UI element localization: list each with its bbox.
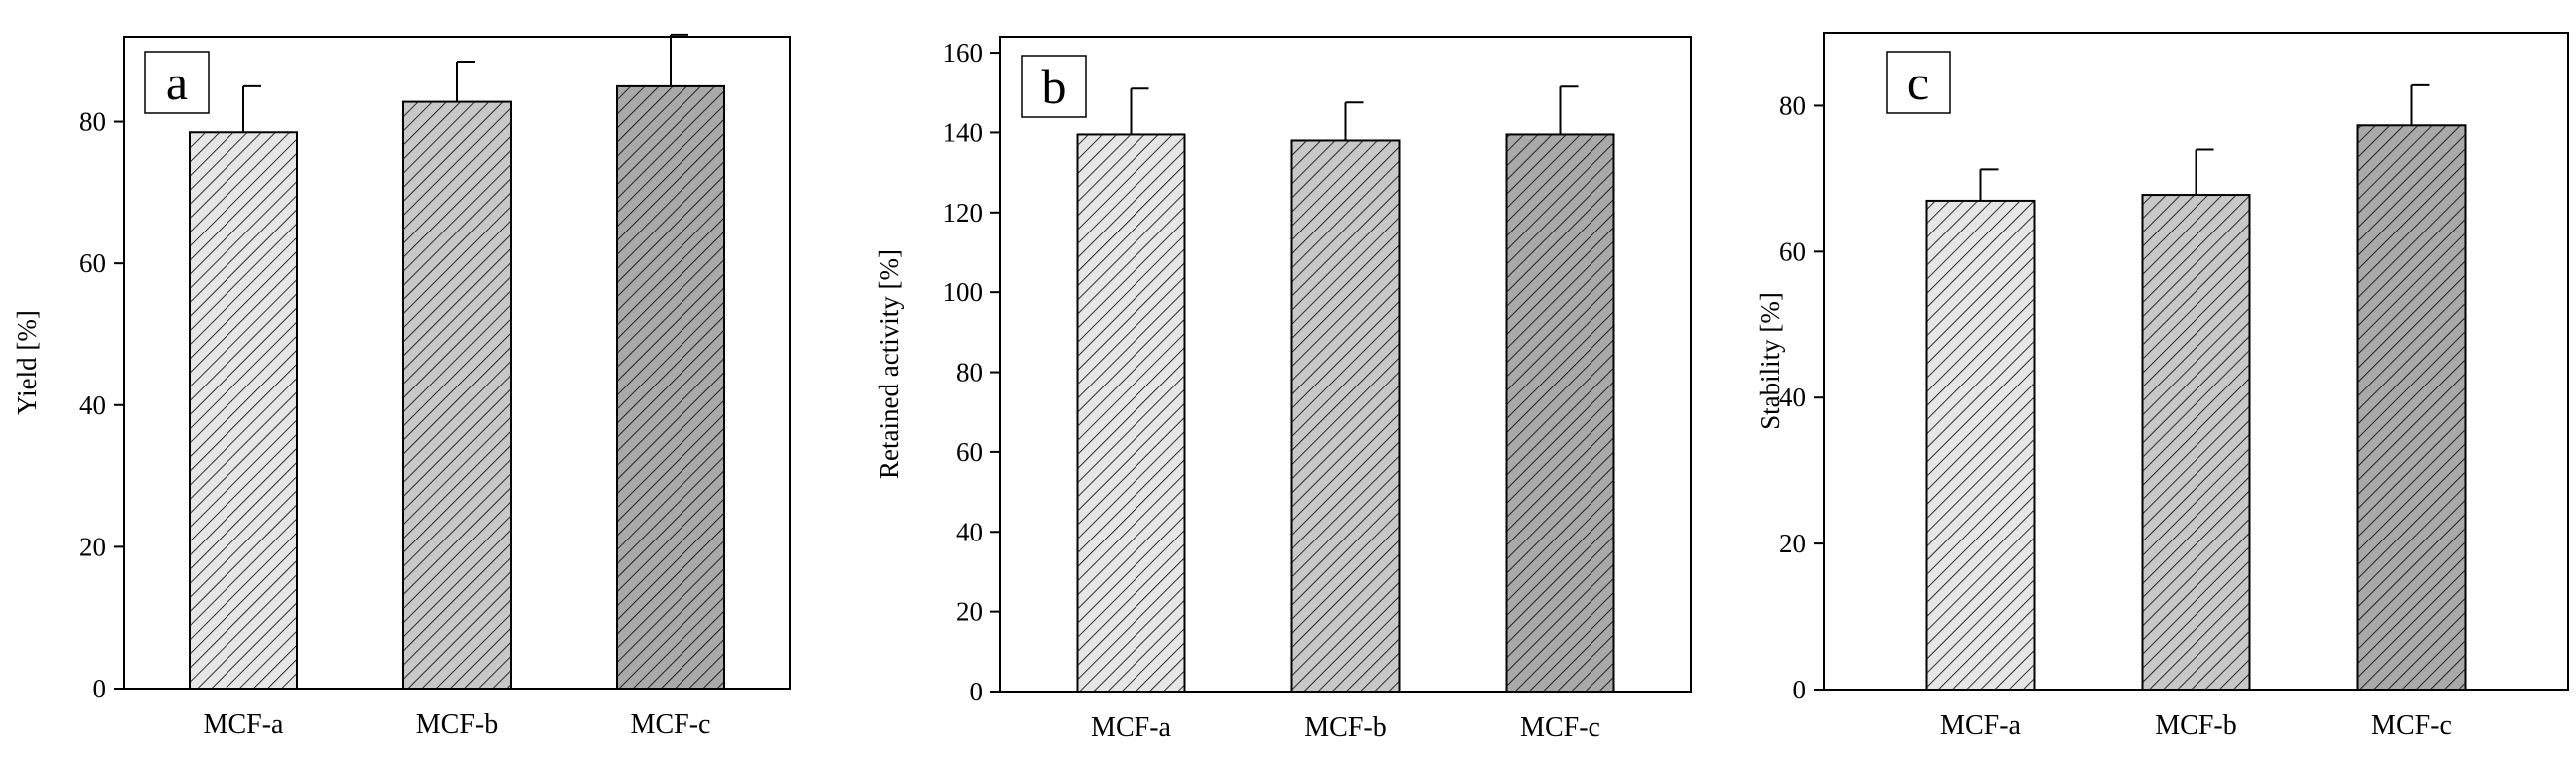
y-tick-label: 40 (956, 517, 983, 546)
y-tick-label: 80 (79, 107, 106, 137)
x-tick-label: MCF-c (2371, 710, 2452, 741)
y-tick-label: 20 (956, 597, 983, 627)
bar-mcf-c (2356, 124, 2467, 692)
y-tick-label: 40 (1779, 383, 1806, 412)
panel-label-box (1021, 55, 1087, 118)
y-tick-label: 0 (93, 674, 107, 703)
y-tick-label: 120 (943, 198, 984, 228)
bar-mcf-a (1076, 133, 1186, 693)
y-axis-label: Retained activity [%] (874, 249, 904, 479)
y-tick-label: 40 (79, 390, 106, 420)
panel-label-box (144, 51, 210, 114)
chart-panel-a: 0 20 40 60 80 Yield [%] MCF-a MCF-b MCF-c a (12, 33, 791, 740)
bar-mcf-b (402, 100, 512, 691)
y-tick-label: 100 (943, 277, 984, 307)
bar-mcf-c (1505, 133, 1615, 693)
y-tick-label: 60 (1779, 236, 1806, 266)
bar-mcf-c (616, 84, 725, 691)
bar-mcf-a (189, 131, 298, 690)
bar-mcf-b (1290, 139, 1401, 694)
y-tick-label: 0 (1793, 675, 1807, 704)
panel-label: a (166, 55, 188, 110)
y-tick-label: 160 (943, 38, 984, 68)
y-tick-label: 20 (79, 532, 106, 561)
bar-mcf-a (1925, 199, 2036, 692)
y-tick-label: 80 (1779, 90, 1806, 120)
x-tick-label: MCF-b (1304, 712, 1386, 743)
x-tick-label: MCF-c (1520, 712, 1600, 743)
x-tick-label: MCF-a (204, 709, 284, 740)
y-tick-label: 60 (79, 248, 106, 278)
y-tick-label: 140 (943, 117, 984, 147)
y-tick-label: 80 (956, 358, 983, 387)
panel-label: b (1042, 59, 1067, 114)
panel-label: c (1907, 55, 1929, 110)
chart-panel-c: 0 20 40 60 80 Stability [%] MCF-a MCF-b MCF-c c (1755, 32, 2569, 741)
y-tick-label: 60 (956, 437, 983, 467)
panel-label-box (1886, 51, 1951, 114)
bar-mcf-b (2141, 194, 2251, 691)
y-axis-label: Yield [%] (12, 310, 42, 415)
y-tick-label: 20 (1779, 529, 1806, 558)
y-axis-label: Stability [%] (1755, 292, 1785, 430)
x-tick-label: MCF-a (1940, 710, 2021, 741)
x-tick-label: MCF-a (1091, 712, 1171, 743)
chart-panel-b: 0 20 40 60 80 100 120 140 160 Retained activity [… (874, 36, 1692, 743)
y-tick-label: 0 (970, 677, 984, 706)
x-tick-label: MCF-b (416, 709, 498, 740)
x-tick-label: MCF-c (631, 709, 711, 740)
x-tick-label: MCF-b (2155, 710, 2236, 741)
